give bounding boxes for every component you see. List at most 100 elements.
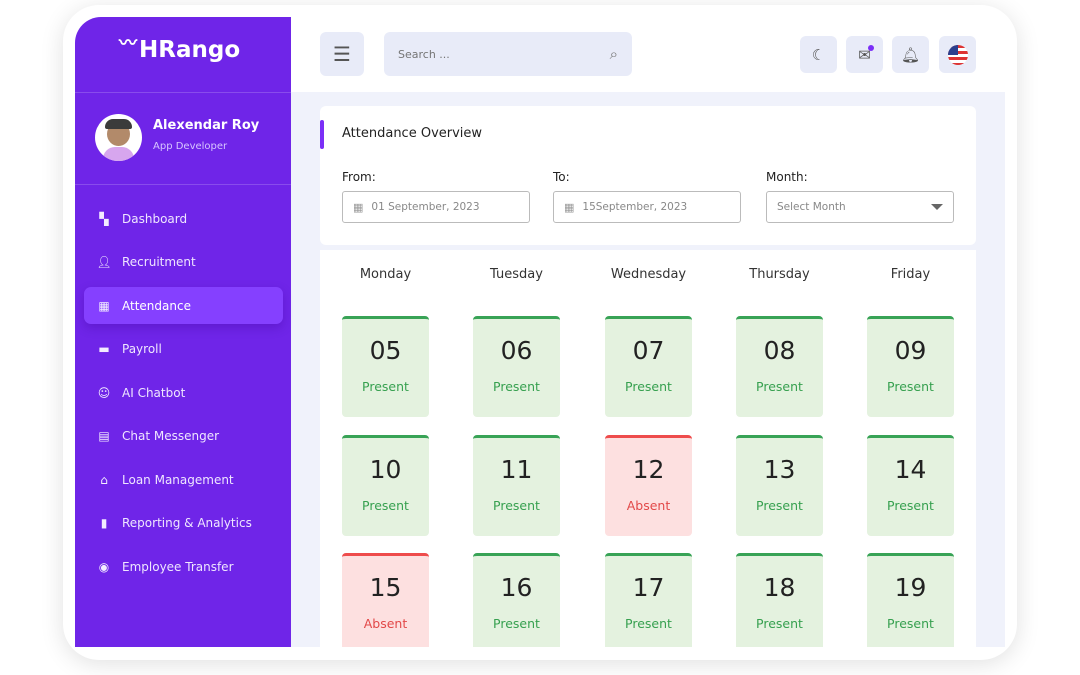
- user-circle-icon: ◉: [98, 559, 110, 574]
- attendance-day-cell[interactable]: 05 Present: [342, 316, 429, 417]
- status-label: Present: [625, 379, 672, 394]
- day-number: 09: [894, 336, 927, 365]
- user-role: App Developer: [153, 141, 228, 152]
- notification-dot: [868, 45, 874, 51]
- sidebar-item-payroll[interactable]: ▬ Payroll: [84, 331, 283, 368]
- day-number: 10: [369, 455, 402, 484]
- day-number: 07: [632, 336, 665, 365]
- search-input[interactable]: [398, 47, 578, 61]
- attendance-day-cell[interactable]: 06 Present: [473, 316, 560, 417]
- mail-icon: ✉: [858, 45, 871, 64]
- status-label: Present: [887, 498, 934, 513]
- dashboard-icon: ▚: [99, 211, 109, 226]
- attendance-day-cell[interactable]: 08 Present: [736, 316, 823, 417]
- card-icon: ▬: [98, 342, 110, 356]
- status-label: Present: [493, 616, 540, 631]
- attendance-overview-card: Attendance Overview From: ▦ 01 September,…: [320, 106, 976, 245]
- day-number: 14: [894, 455, 927, 484]
- sidebar-item-label: Loan Management: [122, 472, 234, 487]
- robot-icon: ☺: [97, 385, 111, 400]
- attendance-day-cell[interactable]: 19 Present: [867, 553, 954, 647]
- from-date-field[interactable]: ▦ 01 September, 2023: [342, 191, 530, 223]
- status-label: Present: [756, 379, 803, 394]
- attendance-day-cell[interactable]: 10 Present: [342, 435, 429, 536]
- attendance-day-cell[interactable]: 15 Absent: [342, 553, 429, 647]
- avatar[interactable]: [95, 114, 142, 161]
- month-placeholder: Select Month: [777, 201, 846, 213]
- sidebar-item-label: Payroll: [122, 342, 162, 356]
- day-header: Friday: [890, 267, 931, 282]
- wing-icon: 〰: [119, 33, 137, 54]
- sidebar-item-label: Reporting & Analytics: [122, 516, 252, 530]
- attendance-day-cell[interactable]: 09 Present: [867, 316, 954, 417]
- from-label: From:: [342, 170, 376, 184]
- status-label: Present: [625, 616, 672, 631]
- sidebar-item-loan-management[interactable]: ⌂ Loan Management: [84, 461, 283, 498]
- sidebar-item-label: Attendance: [122, 298, 191, 313]
- day-number: 08: [763, 336, 796, 365]
- status-label: Present: [887, 616, 934, 631]
- attendance-day-cell[interactable]: 12 Absent: [605, 435, 692, 536]
- status-label: Absent: [363, 616, 408, 631]
- sidebar-item-label: Recruitment: [122, 255, 196, 269]
- day-number: 15: [369, 573, 402, 602]
- attendance-day-cell[interactable]: 07 Present: [605, 316, 692, 417]
- search-icon: ⌕: [609, 45, 618, 63]
- hamburger-icon: ☰: [333, 42, 351, 66]
- status-label: Present: [362, 498, 409, 513]
- attendance-calendar: Monday Tuesday Wednesday Thursday Friday 05 Pr…: [320, 250, 976, 647]
- month-select[interactable]: Select Month: [766, 191, 954, 223]
- chat-icon: ▤: [98, 429, 110, 443]
- search-bar[interactable]: ⌕: [384, 32, 632, 76]
- status-label: Present: [887, 379, 934, 394]
- calendar-icon: ▦: [564, 200, 575, 214]
- day-header: Wednesday: [610, 267, 687, 282]
- sidebar-item-chat-messenger[interactable]: ▤ Chat Messenger: [84, 418, 283, 455]
- calendar-icon: ▦: [353, 200, 364, 214]
- sidebar: 〰 HRango Alexendar Roy App Developer ▚ Das…: [75, 17, 291, 647]
- day-number: 06: [500, 336, 533, 365]
- mail-button[interactable]: ✉: [846, 36, 883, 73]
- day-number: 12: [632, 455, 665, 484]
- month-label: Month:: [766, 170, 808, 184]
- attendance-day-cell[interactable]: 11 Present: [473, 435, 560, 536]
- notifications-button[interactable]: 🔔︎: [892, 36, 929, 73]
- sidebar-item-reporting-analytics[interactable]: ▮ Reporting & Analytics: [84, 505, 283, 542]
- to-label: To:: [553, 170, 570, 184]
- calendar-icon: ▦: [98, 298, 110, 313]
- loan-icon: ⌂: [100, 472, 108, 487]
- day-header: Thursday: [749, 267, 810, 282]
- day-header: Monday: [359, 267, 412, 282]
- recruitment-icon: 👤︎: [96, 255, 112, 269]
- sidebar-item-label: Chat Messenger: [122, 429, 220, 443]
- sidebar-item-dashboard[interactable]: ▚ Dashboard: [84, 200, 283, 237]
- dark-mode-button[interactable]: ☾: [800, 36, 837, 73]
- chevron-down-icon: [931, 204, 943, 210]
- sidebar-item-label: Employee Transfer: [122, 559, 234, 574]
- status-label: Present: [362, 379, 409, 394]
- to-date-value: 15September, 2023: [582, 201, 688, 213]
- attendance-day-cell[interactable]: 16 Present: [473, 553, 560, 647]
- sidebar-item-recruitment[interactable]: 👤︎ Recruitment: [84, 244, 283, 281]
- sidebar-nav: ▚ Dashboard 👤︎ Recruitment ▦ Attendance ▬ Payro…: [84, 200, 283, 592]
- accent-bar: [320, 120, 324, 149]
- day-header: Tuesday: [490, 267, 543, 282]
- attendance-day-cell[interactable]: 18 Present: [736, 553, 823, 647]
- day-number: 18: [763, 573, 796, 602]
- brand-name: HRango: [139, 37, 241, 63]
- day-number: 19: [894, 573, 927, 602]
- attendance-day-cell[interactable]: 14 Present: [867, 435, 954, 536]
- menu-button[interactable]: ☰: [320, 32, 364, 76]
- to-date-field[interactable]: ▦ 15September, 2023: [553, 191, 741, 223]
- day-number: 13: [763, 455, 796, 484]
- status-label: Present: [493, 379, 540, 394]
- language-button[interactable]: [939, 36, 976, 73]
- status-label: Present: [493, 498, 540, 513]
- sidebar-item-attendance[interactable]: ▦ Attendance: [84, 287, 283, 324]
- divider: [75, 92, 291, 93]
- sidebar-item-employee-transfer[interactable]: ◉ Employee Transfer: [84, 548, 283, 585]
- attendance-day-cell[interactable]: 13 Present: [736, 435, 823, 536]
- status-label: Absent: [626, 498, 671, 513]
- attendance-day-cell[interactable]: 17 Present: [605, 553, 692, 647]
- sidebar-item-ai-chatbot[interactable]: ☺ AI Chatbot: [84, 374, 283, 411]
